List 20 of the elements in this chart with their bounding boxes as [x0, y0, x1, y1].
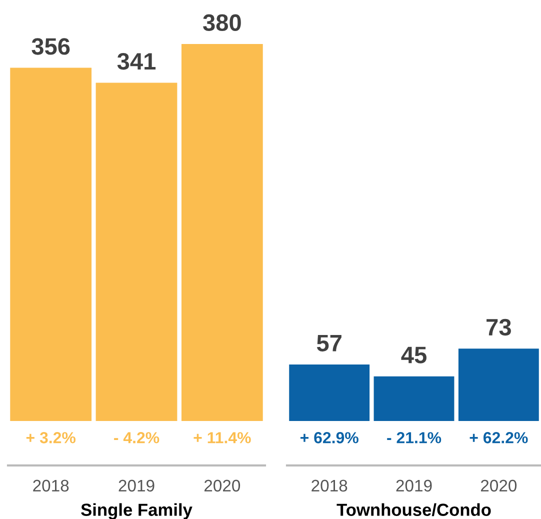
data-label: 45 [401, 346, 426, 364]
text: + 3.2% [26, 432, 76, 444]
x-axis-title: Single Family [81, 503, 192, 519]
data-label: 57 [316, 334, 342, 352]
x-tick-label: 2019 [396, 480, 432, 492]
x-tick-label: 2020 [204, 480, 240, 492]
text: + 11.4% [194, 432, 251, 444]
data-label: 356 [32, 38, 70, 55]
text: + 62.9% [300, 432, 358, 444]
data-label: 341 [117, 52, 156, 70]
x-tick-label: 2019 [118, 480, 154, 492]
text: - 21.1% [387, 432, 442, 444]
x-axis-title: Townhouse/Condo [336, 503, 491, 516]
text: - 4.2% [114, 432, 160, 444]
x-tick-label: 2018 [33, 480, 69, 492]
text: + 62.2% [470, 432, 528, 444]
data-label: 380 [203, 14, 241, 32]
data-label: 73 [486, 318, 511, 336]
x-tick-label: 2018 [312, 480, 348, 492]
x-tick-label: 2020 [480, 480, 517, 492]
